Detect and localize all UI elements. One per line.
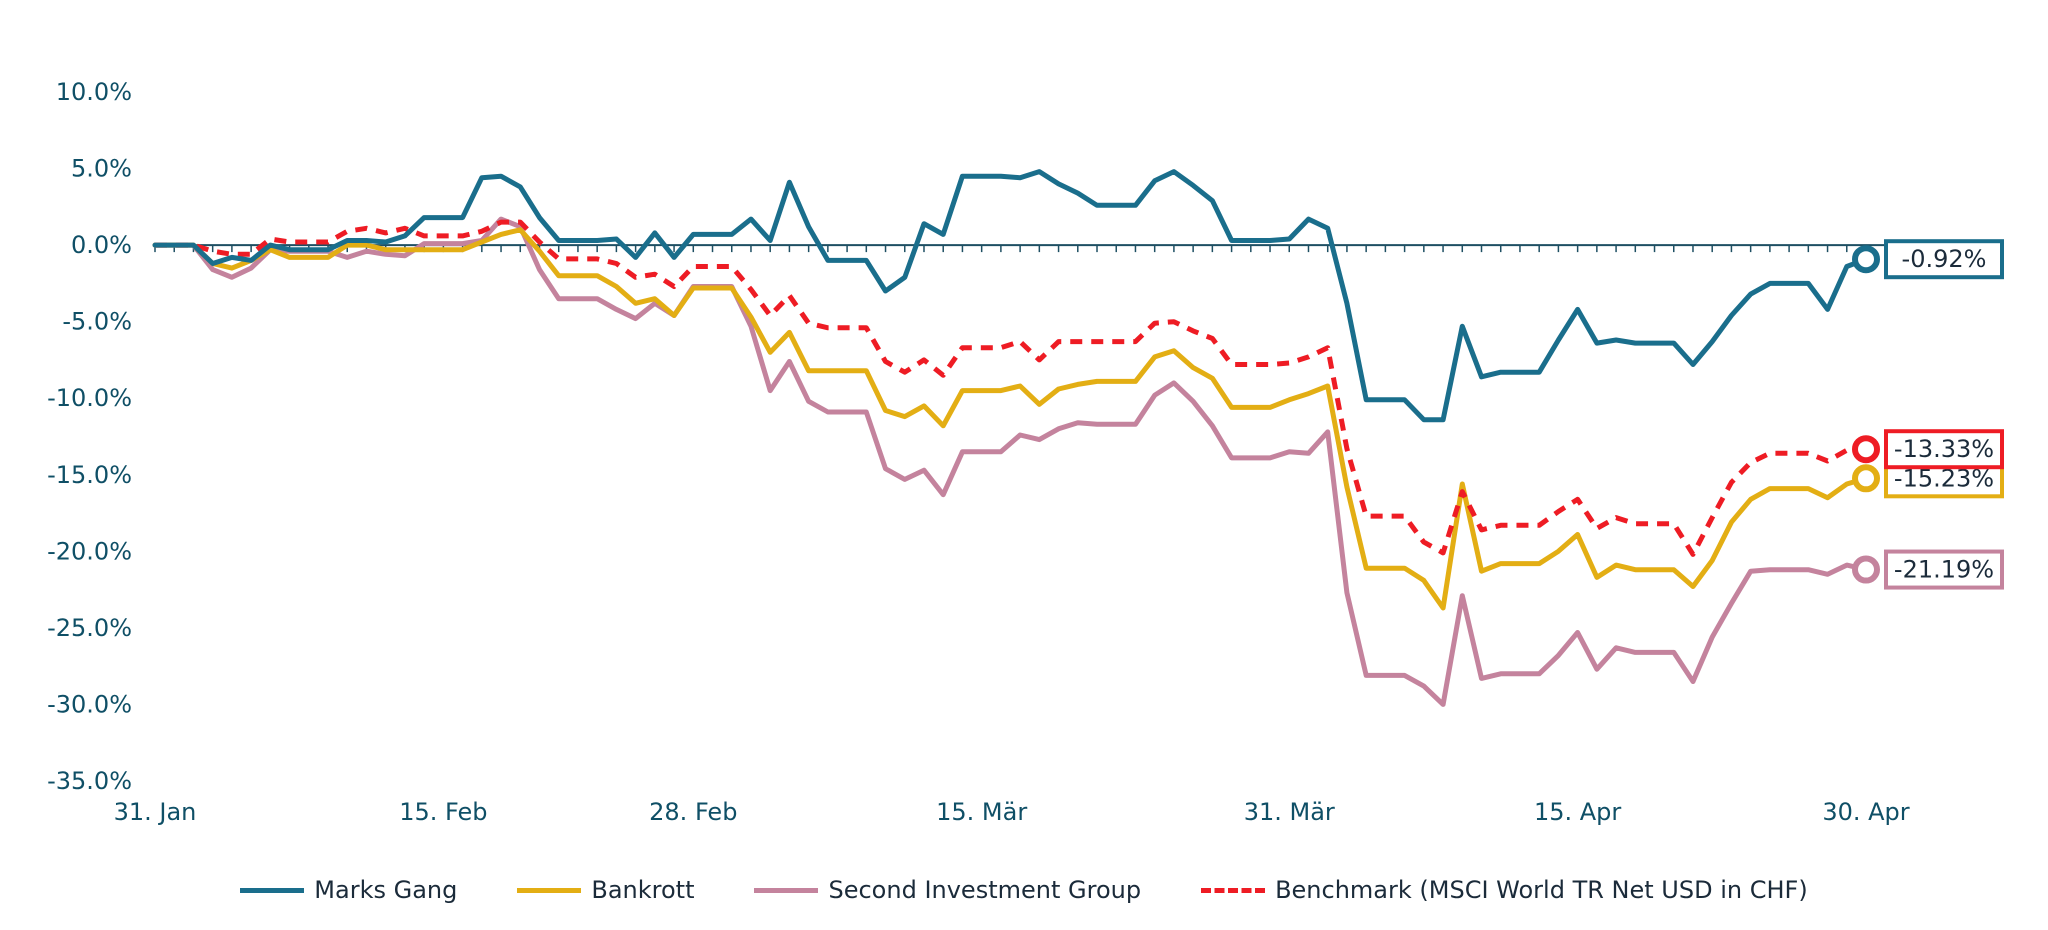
x-tick-label: 15. Feb: [399, 798, 487, 826]
y-tick-label: -30.0%: [47, 690, 132, 718]
series-end-marker: [1852, 555, 1880, 584]
y-axis: 10.0% 5.0% 0.0% -5.0% -10.0% -15.0% -20.0% -25.…: [47, 78, 132, 795]
x-tick-label: 31. Jan: [114, 798, 197, 826]
series-line: [155, 219, 1867, 557]
y-tick-label: -10.0%: [47, 384, 132, 412]
series-end-label-box: [1884, 549, 2004, 590]
x-tick-label: 15. Apr: [1534, 798, 1621, 826]
y-tick-label: -5.0%: [62, 308, 132, 336]
legend-swatch: [1201, 887, 1266, 893]
y-tick-label: -15.0%: [47, 461, 132, 489]
x-axis: 31. Jan 15. Feb 28. Feb 15. Mär 31. Mär 15. A…: [114, 798, 1910, 826]
x-tick-label: 30. Apr: [1822, 798, 1909, 826]
series-line: [152, 216, 1869, 707]
legend-item: Bankrott: [517, 876, 694, 904]
legend: Marks Gang Bankrott Second Investment Grou…: [0, 876, 2048, 904]
series-line: [152, 169, 1869, 423]
legend-swatch: [517, 887, 582, 893]
series-end-label: -0.92%: [1902, 245, 1987, 273]
y-tick-label: -25.0%: [47, 614, 132, 642]
y-tick-label: 5.0%: [71, 155, 132, 183]
series-end-marker: [1852, 435, 1880, 464]
series-lines: [152, 169, 1869, 707]
series-end-label: -21.19%: [1894, 556, 1994, 584]
legend-label: Second Investment Group: [828, 876, 1142, 904]
y-tick-label: 0.0%: [71, 231, 132, 259]
x-tick-label: 28. Feb: [649, 798, 737, 826]
series-end-marker: [1852, 464, 1880, 493]
series-end-label-box: [1884, 239, 2004, 280]
series-end-marker: [1852, 245, 1880, 274]
legend-swatch: [240, 887, 305, 893]
x-tick-label: 15. Mär: [936, 798, 1027, 826]
series-end-label: -13.33%: [1894, 435, 1994, 463]
legend-swatch: [754, 887, 819, 893]
legend-label: Bankrott: [591, 876, 695, 904]
x-tick-label: 31. Mär: [1244, 798, 1335, 826]
legend-item: Marks Gang: [240, 876, 457, 904]
y-tick-label: -35.0%: [47, 767, 132, 795]
legend-label: Benchmark (MSCI World TR Net USD in CHF): [1275, 876, 1808, 904]
y-tick-label: 10.0%: [56, 78, 132, 106]
legend-label: Marks Gang: [314, 876, 458, 904]
series-end-label-box: [1884, 429, 2004, 470]
y-tick-label: -20.0%: [47, 537, 132, 565]
legend-item: Second Investment Group: [754, 876, 1141, 904]
legend-item: Benchmark (MSCI World TR Net USD in CHF): [1201, 876, 1808, 904]
series-line: [152, 227, 1869, 611]
end-value-markers: -0.92%-15.23%-21.19%-13.33%: [1852, 239, 2004, 590]
